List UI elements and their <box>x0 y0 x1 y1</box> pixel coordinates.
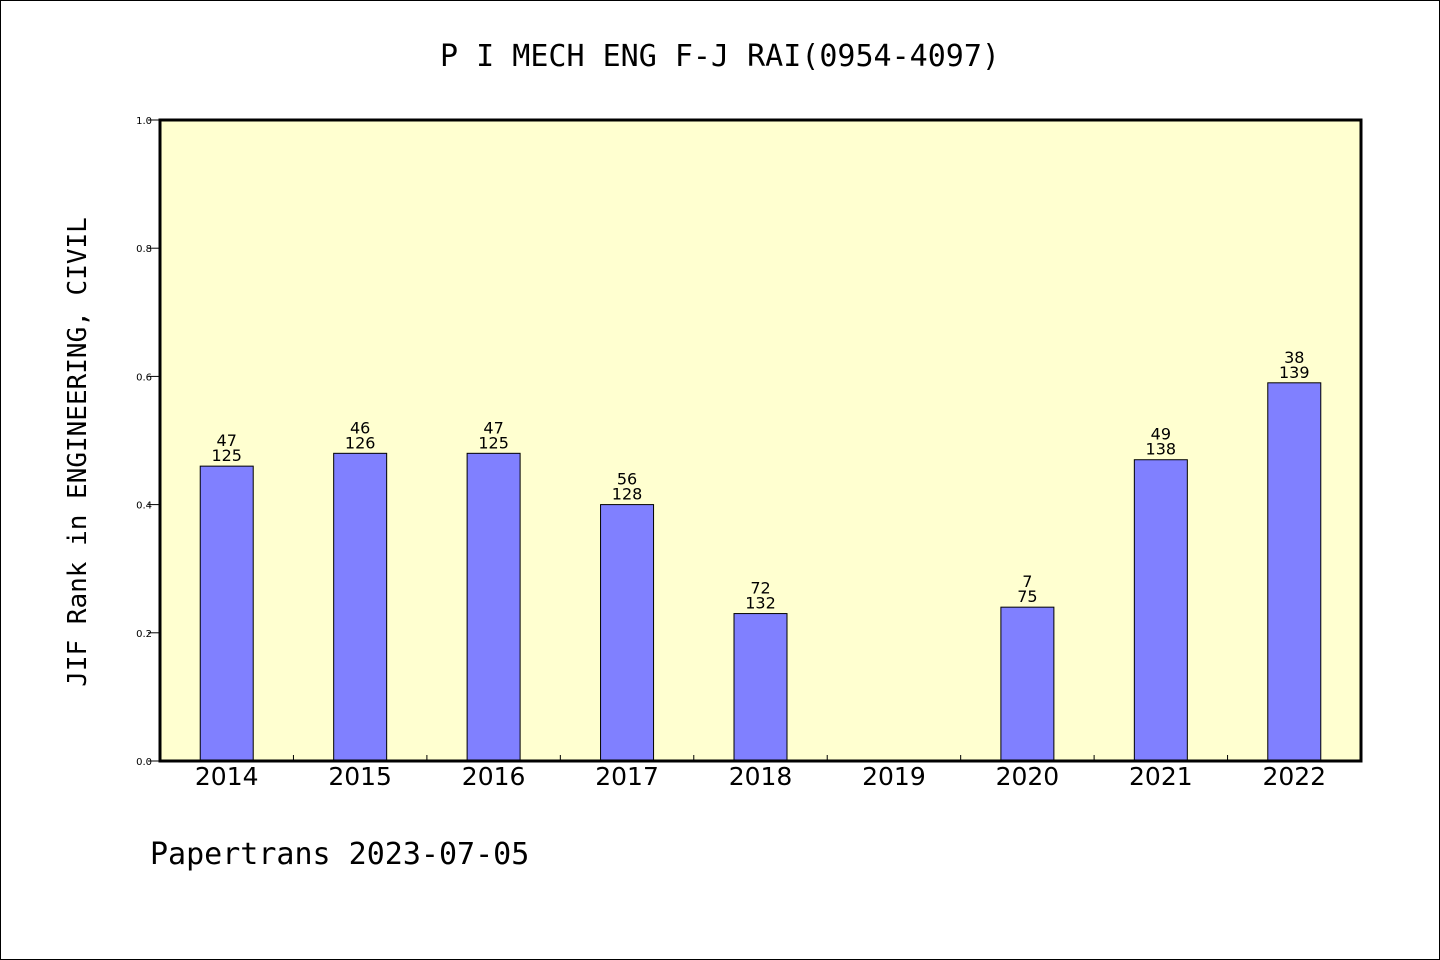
y-tick-label: 0.8 <box>136 244 152 255</box>
plot-border <box>158 118 1363 763</box>
bar-total-label: 125 <box>478 433 509 452</box>
x-tick-label: 2018 <box>729 762 793 791</box>
bar-2017 <box>600 504 655 762</box>
x-ticks: 2014 2015 2016 2017 2018 2019 2020 2021 2022 <box>195 755 1326 791</box>
bar-2016 <box>466 452 521 762</box>
bar-total-label: 128 <box>612 485 643 504</box>
x-tick-label: 2022 <box>1262 762 1326 791</box>
bar-rank-label: 38 <box>1284 348 1304 367</box>
bar-rank-label: 7 <box>1022 572 1032 591</box>
x-tick-label: 2014 <box>195 762 259 791</box>
bar-total-label: 75 <box>1017 587 1037 606</box>
bar-rank-label: 46 <box>350 418 370 437</box>
bar-rank-label: 47 <box>217 431 237 450</box>
chart-title: P I MECH ENG F-J RAI(0954-4097) <box>440 39 1000 74</box>
bar-total-label: 139 <box>1279 363 1310 382</box>
bars-layer <box>199 382 1322 762</box>
bar-rank-label: 72 <box>750 579 770 598</box>
bar-rank-label: 49 <box>1151 425 1171 444</box>
y-tick-label: 0.4 <box>136 501 152 512</box>
x-tick-label: 2015 <box>328 762 392 791</box>
y-tick-label: 0.2 <box>136 629 152 640</box>
bar-2021 <box>1133 459 1188 762</box>
bar-total-label: 138 <box>1146 440 1177 459</box>
bar-2020 <box>1000 606 1055 762</box>
x-tick-label: 2016 <box>462 762 526 791</box>
bar-total-label: 126 <box>345 433 376 452</box>
x-tick-label: 2021 <box>1129 762 1193 791</box>
bar-rank-label: 56 <box>617 470 637 489</box>
bar-2015 <box>333 452 388 762</box>
bar-2014 <box>199 465 254 762</box>
y-axis-label: JIF Rank in ENGINEERING, CIVIL <box>63 217 93 687</box>
x-tick-label: 2019 <box>862 762 926 791</box>
y-ticks: 0.0 0.2 0.4 0.6 0.8 1.0 <box>136 116 160 768</box>
bar-2022 <box>1267 382 1322 762</box>
x-tick-label: 2020 <box>996 762 1060 791</box>
bar-rank-label: 47 <box>483 418 503 437</box>
y-tick-label: 0.6 <box>136 372 152 383</box>
footer-credit: Papertrans 2023-07-05 <box>150 837 529 872</box>
bar-total-label: 132 <box>745 594 776 613</box>
x-tick-label: 2017 <box>595 762 659 791</box>
y-tick-label: 0.0 <box>136 757 152 768</box>
bar-2018 <box>733 613 788 762</box>
y-tick-label: 1.0 <box>136 116 152 127</box>
bar-total-label: 125 <box>211 446 242 465</box>
